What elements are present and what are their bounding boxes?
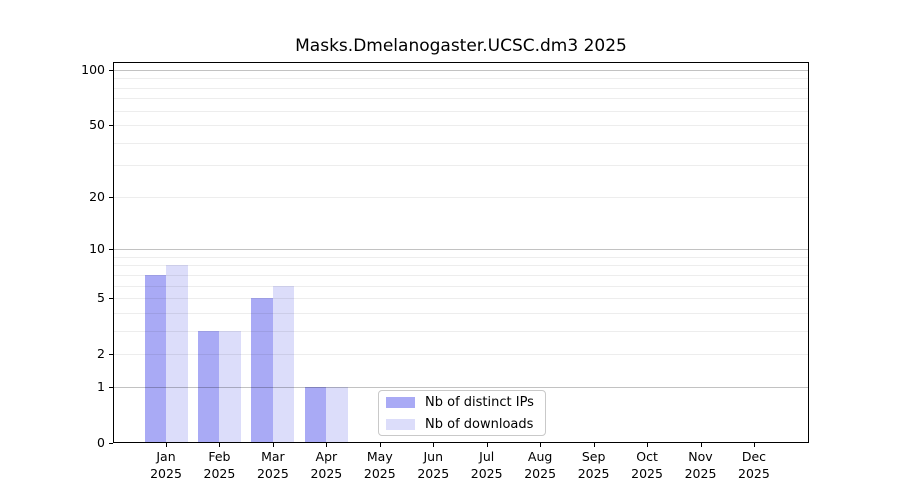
bar-downloads-apr (326, 386, 348, 442)
x-tick-jul (486, 443, 488, 447)
legend: Nb of distinct IPs Nb of downloads (378, 390, 546, 436)
x-tick-label-dec: Dec 2025 (738, 449, 770, 481)
x-tick-may (379, 443, 381, 447)
y-tick-label-0: 0 (97, 435, 105, 450)
gridline-minor-90 (114, 78, 808, 80)
x-tick-label-sep: Sep 2025 (577, 449, 610, 481)
legend-label-downloads: Nb of downloads (425, 416, 534, 432)
gridline-minor-5 (114, 298, 808, 300)
gridline-minor-70 (114, 98, 808, 100)
x-tick-label-apr: Apr 2025 (310, 449, 343, 481)
bar-distinct-ips-jan (144, 274, 166, 442)
x-tick-label-jun: Jun 2025 (417, 449, 450, 481)
bar-downloads-jan (166, 265, 188, 442)
y-tick-label-1: 1 (97, 378, 105, 394)
y-tick-5 (109, 298, 113, 300)
y-tick-label-50: 50 (89, 117, 105, 133)
x-tick-label-jan: Jan 2025 (150, 449, 182, 481)
y-tick-2 (109, 354, 113, 356)
x-tick-feb (219, 443, 221, 447)
x-tick-mar (272, 443, 274, 447)
y-tick-label-20: 20 (89, 188, 105, 204)
gridline-minor-30 (114, 165, 808, 167)
x-tick-label-oct: Oct 2025 (631, 449, 663, 481)
x-tick-aug (540, 443, 542, 447)
y-tick-10 (109, 249, 113, 251)
gridline-minor-2 (114, 354, 808, 356)
x-tick-label-aug: Aug 2025 (524, 449, 557, 481)
x-tick-label-feb: Feb 2025 (203, 449, 236, 481)
y-tick-50 (109, 125, 113, 127)
y-tick-1 (109, 386, 113, 388)
gridline-major-10 (114, 249, 808, 251)
x-tick-label-mar: Mar 2025 (256, 449, 289, 481)
gridline-major-1 (114, 386, 808, 388)
gridline-minor-80 (114, 87, 808, 89)
y-tick-20 (109, 196, 113, 198)
gridline-major-100 (114, 70, 808, 71)
x-tick-sep (593, 443, 595, 447)
legend-label-distinct-ips: Nb of distinct IPs (425, 394, 534, 410)
y-tick-label-2: 2 (97, 346, 105, 362)
chart-title: Masks.Dmelanogaster.UCSC.dm3 2025 (295, 36, 627, 56)
y-tick-label-100: 100 (81, 62, 105, 77)
x-tick-apr (326, 443, 328, 447)
x-tick-label-jul: Jul 2025 (470, 449, 503, 481)
gridline-minor-9 (114, 256, 808, 258)
gridline-minor-40 (114, 142, 808, 144)
plot-area (113, 62, 809, 443)
bar-downloads-feb (219, 330, 241, 442)
x-tick-dec (753, 443, 755, 447)
x-tick-oct (647, 443, 649, 447)
y-tick-0 (109, 443, 113, 444)
bar-distinct-ips-feb (197, 330, 220, 442)
bar-distinct-ips-apr (304, 386, 327, 442)
x-tick-nov (700, 443, 702, 447)
x-tick-label-may: May 2025 (363, 449, 396, 481)
legend-swatch-downloads (386, 418, 415, 430)
gridline-minor-50 (114, 125, 808, 127)
x-tick-label-nov: Nov 2025 (684, 449, 717, 481)
legend-swatch-distinct-ips (386, 396, 415, 408)
x-tick-jan (166, 443, 167, 447)
gridline-minor-3 (114, 330, 808, 332)
gridline-minor-8 (114, 265, 808, 267)
legend-row-downloads: Nb of downloads (379, 413, 545, 435)
legend-row-distinct-ips: Nb of distinct IPs (379, 391, 545, 413)
gridline-minor-7 (114, 274, 808, 276)
gridline-minor-20 (114, 196, 808, 198)
gridline-minor-6 (114, 285, 808, 287)
y-tick-label-5: 5 (97, 290, 105, 306)
y-tick-100 (109, 70, 113, 71)
bar-distinct-ips-mar (251, 298, 273, 442)
gridline-minor-60 (114, 110, 808, 112)
y-tick-label-10: 10 (89, 241, 105, 257)
gridline-minor-4 (114, 312, 808, 314)
x-tick-jun (433, 443, 435, 447)
bar-downloads-mar (272, 285, 295, 442)
